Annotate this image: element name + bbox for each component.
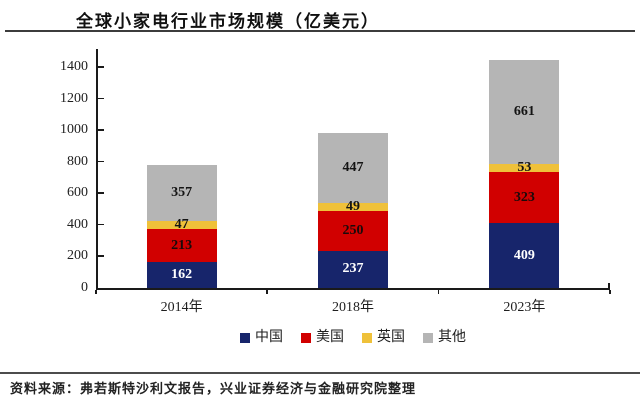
y-tick-label: 400	[67, 216, 88, 232]
segment-value: 213	[171, 237, 193, 253]
segment-value: 409	[513, 247, 535, 263]
y-tick-label: 1200	[60, 90, 88, 106]
y-axis	[96, 49, 98, 290]
legend-swatch-icon	[301, 333, 311, 343]
segment-value: 250	[342, 222, 364, 238]
legend: 中国 美国 英国 其他	[96, 331, 610, 345]
segment-美国: 250	[318, 211, 388, 251]
x-boundary-tick	[437, 290, 440, 294]
segment-value: 323	[513, 189, 535, 205]
segment-value: 162	[171, 267, 193, 283]
segment-中国: 409	[489, 223, 560, 288]
segment-中国: 237	[318, 250, 388, 288]
y-tick	[98, 160, 104, 163]
segment-value: 49	[346, 199, 360, 215]
y-tick-label: 200	[67, 248, 88, 264]
bar-2014年: 162 213 47 357	[146, 165, 217, 288]
y-tick	[98, 97, 104, 100]
segment-value: 447	[342, 160, 364, 176]
segment-value: 237	[342, 261, 364, 277]
y-tick	[98, 223, 104, 226]
segment-value: 357	[171, 185, 193, 201]
x-boundary-tick	[609, 290, 611, 294]
y-tick-label: 1000	[60, 122, 88, 138]
segment-美国: 213	[146, 228, 217, 263]
x-boundary-tick	[95, 290, 97, 294]
y-tick-label: 600	[67, 185, 88, 201]
x-category-label: 2014年	[160, 300, 203, 315]
y-tick-label: 1400	[60, 59, 88, 74]
title-divider	[5, 30, 635, 32]
bar-2023年: 409 323 53 661	[489, 59, 560, 288]
legend-label: 美国	[316, 330, 344, 345]
chart-title: 全球小家电行业市场规模（亿美元）	[76, 12, 380, 31]
segment-value: 47	[174, 217, 189, 233]
segment-value: 661	[513, 103, 535, 119]
legend-item-其他: 其他	[423, 331, 466, 345]
legend-label: 英国	[377, 330, 405, 345]
segment-其他: 661	[489, 59, 560, 165]
segment-英国: 53	[489, 160, 560, 176]
segment-其他: 357	[146, 165, 217, 222]
legend-swatch-icon	[240, 333, 250, 343]
y-tick-label: 0	[81, 280, 88, 295]
y-tick-label: 800	[67, 153, 88, 169]
x-category-label: 2018年	[332, 300, 374, 315]
legend-swatch-icon	[423, 333, 433, 343]
legend-item-中国: 中国	[240, 331, 283, 345]
segment-英国: 47	[146, 218, 217, 232]
legend-label: 其他	[438, 330, 466, 345]
source-note: 资料来源：弗若斯特沙利文报告，兴业证券经济与金融研究院整理	[10, 381, 417, 396]
segment-美国: 323	[489, 172, 560, 224]
segment-其他: 447	[318, 132, 388, 204]
footer-divider	[0, 372, 640, 374]
segment-英国: 49	[318, 199, 388, 215]
bar-2018年: 237 250 49 447	[318, 132, 388, 288]
segment-中国: 162	[146, 262, 217, 288]
legend-label: 中国	[255, 330, 283, 345]
x-axis	[96, 288, 610, 290]
y-tick	[98, 66, 104, 68]
y-tick	[98, 192, 104, 194]
y-tick	[98, 129, 104, 131]
legend-item-英国: 英国	[362, 331, 405, 345]
legend-item-美国: 美国	[301, 331, 344, 345]
x-boundary-tick	[266, 290, 268, 294]
legend-swatch-icon	[362, 333, 372, 343]
segment-value: 53	[517, 160, 532, 176]
x-category-label: 2023年	[503, 300, 546, 315]
y-tick	[98, 255, 104, 257]
x-axis-end-tick	[608, 283, 610, 289]
